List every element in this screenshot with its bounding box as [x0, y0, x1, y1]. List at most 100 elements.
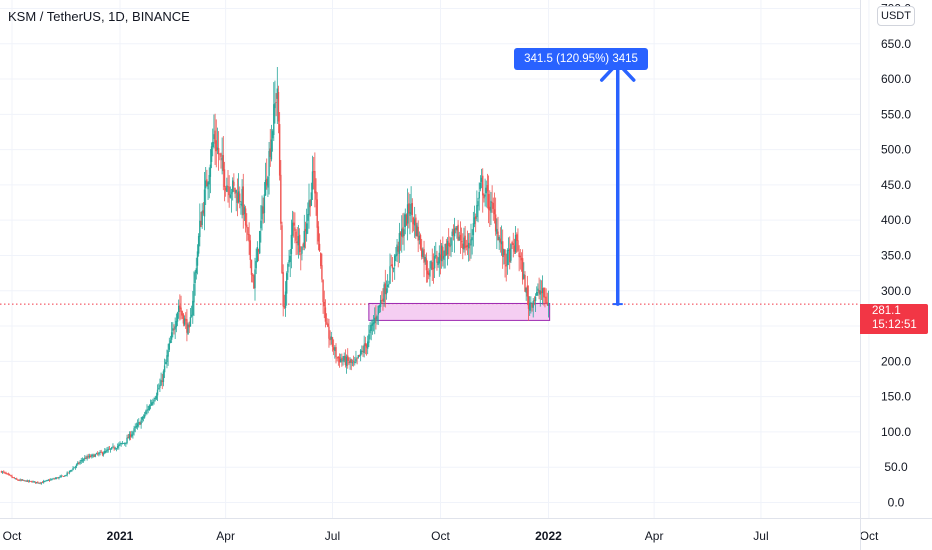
candle-body [249, 240, 252, 260]
candle-body [317, 226, 320, 242]
candle-body [206, 179, 208, 187]
candle-body [439, 254, 442, 261]
candle-body [349, 360, 351, 363]
candle-body [476, 205, 478, 218]
candle-body [408, 203, 410, 214]
candle-body [527, 296, 530, 309]
candle-body [133, 428, 135, 432]
candle-body [275, 102, 277, 103]
candle-body [501, 241, 504, 257]
candle-body [229, 194, 232, 198]
candle-body [396, 244, 398, 256]
candle-body [415, 217, 417, 236]
candle-body [509, 248, 511, 263]
candle-body [330, 336, 333, 340]
candle-body [282, 272, 284, 307]
candle-body [55, 477, 58, 479]
x-tick-label: 2021 [107, 529, 134, 543]
candle-body [314, 171, 316, 194]
candle-body [470, 239, 472, 246]
candle-body [374, 317, 376, 324]
candle-body [433, 256, 436, 269]
candle-body [403, 229, 405, 236]
candle-body [20, 479, 23, 481]
support-zone-rectangle[interactable] [368, 302, 551, 321]
candle-body [3, 471, 5, 473]
candle-body [169, 340, 172, 344]
candle-body [343, 355, 345, 361]
candle-body [116, 446, 119, 448]
candle-body [84, 457, 86, 459]
candle-body [119, 443, 121, 445]
candle-body [365, 344, 368, 348]
candle-body [412, 217, 415, 225]
candle-body [73, 467, 75, 469]
candle-body [193, 284, 195, 303]
y-tick-label: 350.0 [881, 248, 911, 262]
candle-body [66, 472, 68, 476]
candle-body [158, 388, 160, 390]
candle-body [369, 329, 371, 334]
candle-body [237, 191, 240, 203]
candle-body [354, 362, 356, 363]
candle-body [181, 311, 183, 316]
candle-body [138, 422, 140, 424]
currency-unit-button[interactable]: USDT [877, 6, 915, 26]
last-price-value: 281.1 [872, 305, 901, 317]
candle-body [490, 200, 492, 213]
candle-body [498, 236, 500, 241]
candle-body [316, 199, 318, 228]
candle-body [174, 326, 176, 330]
candle-body [125, 442, 127, 444]
candle-body [273, 104, 275, 136]
candle-body [276, 88, 279, 99]
candle-body [99, 451, 101, 453]
candle-body [161, 380, 163, 383]
candle-body [0, 471, 3, 473]
candle-body [322, 279, 324, 303]
candle-body [135, 425, 138, 428]
candle-body [320, 252, 322, 267]
candle-body [58, 477, 60, 479]
candle-body [510, 244, 512, 261]
candle-body [26, 480, 28, 482]
candle-body [444, 243, 446, 257]
candle-body [128, 433, 131, 439]
candle-body [520, 257, 523, 261]
candle-body [363, 344, 365, 353]
candle-body [281, 225, 283, 274]
candle-body [264, 179, 267, 196]
candle-body [258, 230, 261, 254]
candle-body [356, 357, 358, 359]
candle-body [4, 472, 6, 474]
candle-body [459, 234, 462, 241]
candle-body [506, 250, 509, 265]
candle-body [375, 316, 377, 320]
candle-body [33, 481, 36, 483]
candle-body [230, 192, 233, 194]
candle-body [113, 447, 115, 449]
candle-body [177, 305, 180, 313]
candle-body [85, 457, 87, 459]
candle-body [545, 296, 547, 304]
candle-body [284, 291, 287, 309]
candle-body [466, 244, 469, 247]
candle-body [233, 181, 235, 186]
candle-body [11, 476, 13, 478]
candle-body [59, 476, 61, 478]
y-tick-label: 400.0 [881, 213, 911, 227]
x-tick-label: Oct [3, 529, 22, 543]
candle-body [512, 243, 514, 246]
candle-body [47, 479, 50, 481]
candle-body [115, 448, 118, 450]
y-tick-label: 100.0 [881, 425, 911, 439]
candle-body [68, 470, 71, 473]
candle-body [547, 302, 550, 306]
candle-body [75, 464, 78, 467]
candle-body [519, 255, 522, 258]
candle-body [166, 355, 168, 362]
measure-arrow[interactable] [599, 61, 636, 306]
candle-body [327, 323, 329, 327]
candle-body [69, 470, 72, 472]
